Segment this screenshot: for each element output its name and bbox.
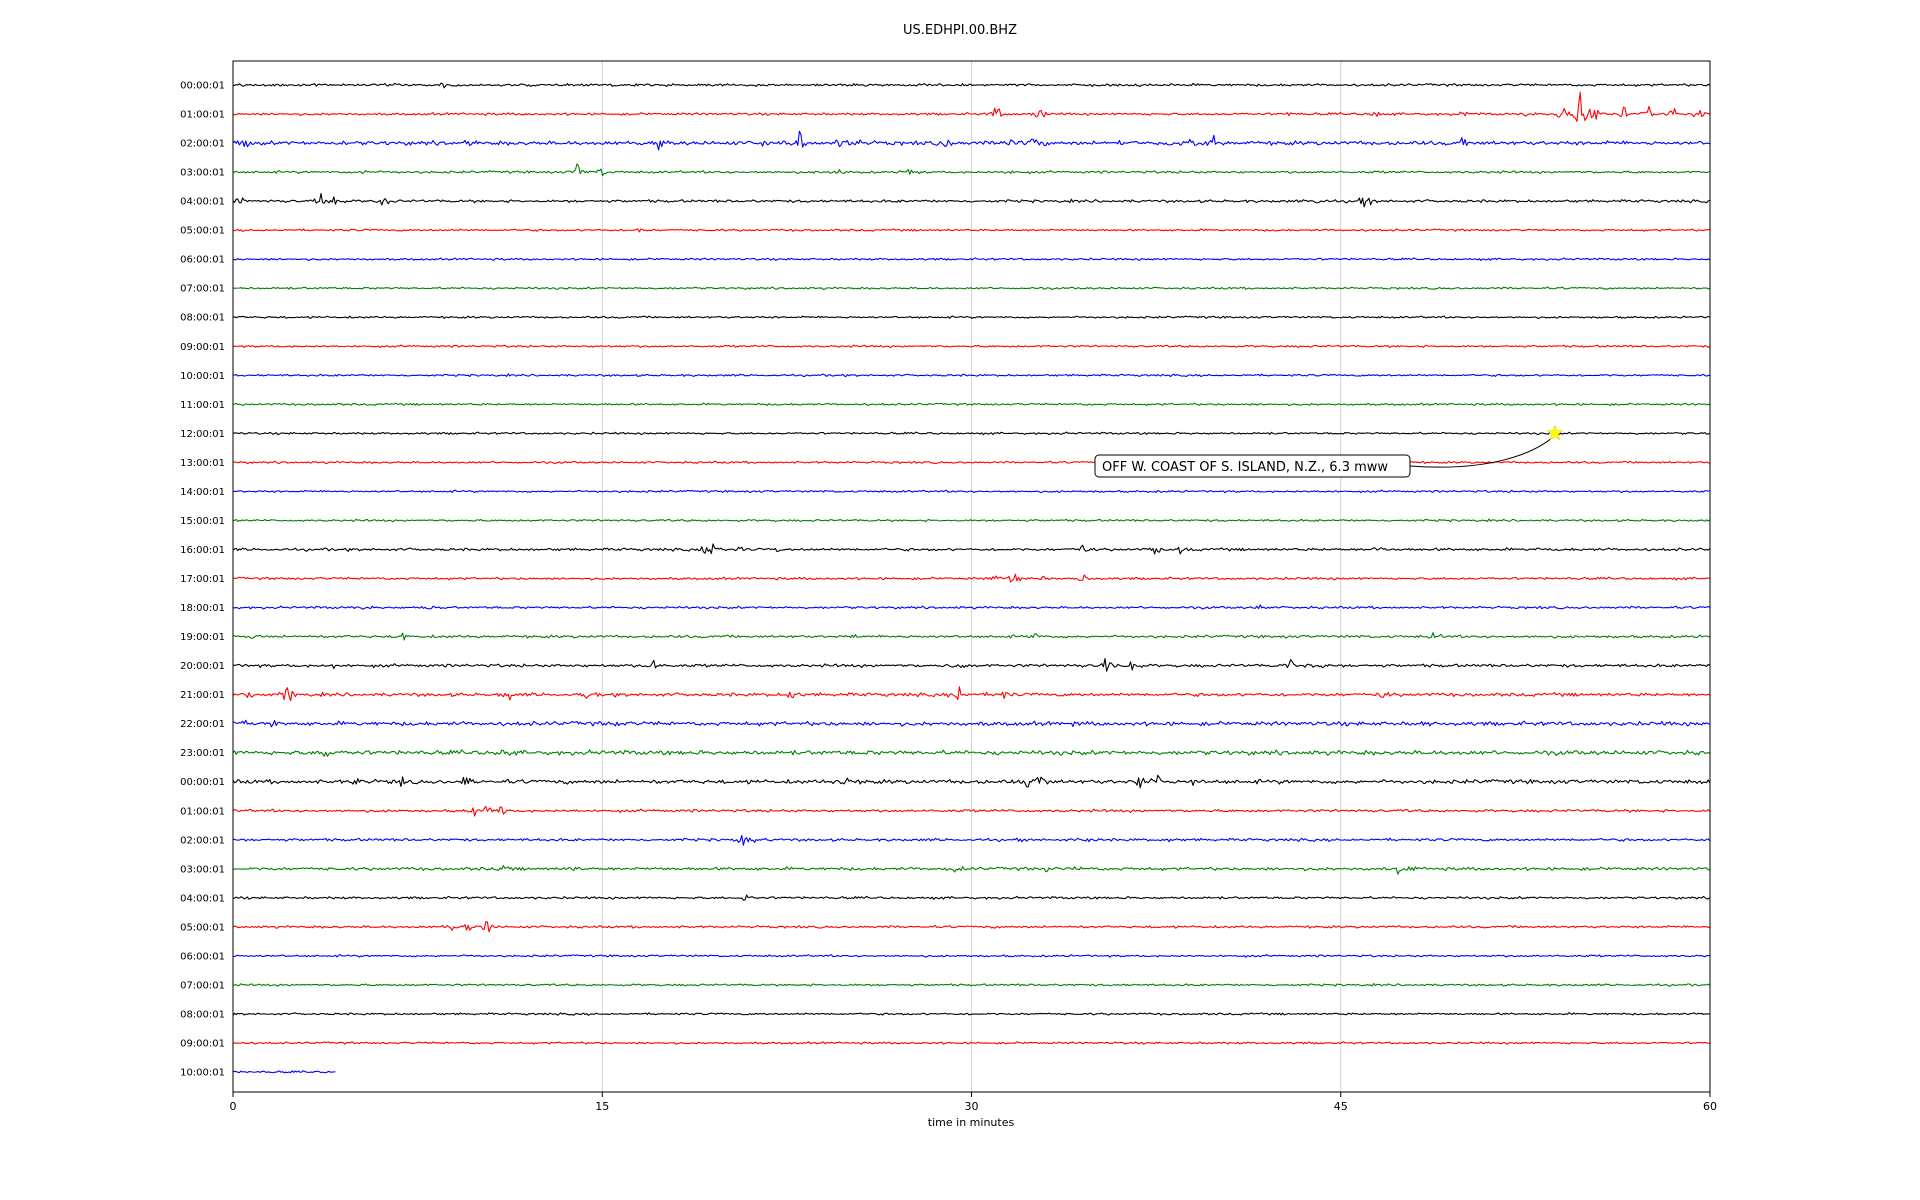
trace-row-17 (232, 573, 1710, 583)
grid-lines (601, 61, 1342, 1092)
trace-row-34 (232, 1070, 336, 1074)
trace-row-9 (232, 344, 1711, 349)
x-tick-label-15: 15 (595, 1100, 609, 1113)
row-label-19: 19:00:01 (180, 632, 225, 643)
trace-row-3 (232, 163, 1710, 177)
trace-row-2 (232, 130, 1710, 151)
trace-row-21 (232, 686, 1711, 702)
annotations: OFF W. COAST OF S. ISLAND, N.Z., 6.3 mww (1094, 424, 1564, 478)
trace-row-7 (232, 286, 1711, 291)
trace-row-32 (232, 1012, 1710, 1016)
trace-row-15 (232, 518, 1711, 523)
row-label-5: 05:00:01 (180, 226, 225, 237)
trace-row-24 (232, 774, 1711, 789)
row-label-11: 11:00:01 (180, 400, 225, 411)
row-label-25: 01:00:01 (180, 806, 225, 817)
x-axis-label: time in minutes (928, 1116, 1015, 1129)
row-label-20: 20:00:01 (180, 661, 225, 672)
trace-row-12 (232, 431, 1711, 436)
row-label-7: 07:00:01 (180, 284, 225, 295)
row-label-17: 17:00:01 (180, 574, 225, 585)
x-tick-label-60: 60 (1703, 1100, 1717, 1113)
row-label-27: 03:00:01 (180, 864, 225, 875)
row-label-32: 08:00:01 (180, 1009, 225, 1020)
row-label-24: 00:00:01 (180, 777, 225, 788)
row-label-29: 05:00:01 (180, 922, 225, 933)
row-label-4: 04:00:01 (180, 197, 225, 208)
trace-row-18 (232, 604, 1710, 610)
trace-row-26 (232, 834, 1711, 846)
row-label-8: 08:00:01 (180, 313, 225, 324)
trace-row-5 (232, 228, 1710, 233)
row-label-26: 02:00:01 (180, 835, 225, 846)
x-tick-label-30: 30 (965, 1100, 979, 1113)
trace-row-4 (232, 193, 1710, 208)
trace-row-25 (232, 805, 1711, 817)
row-label-28: 04:00:01 (180, 893, 225, 904)
row-labels: 00:00:01 01:00:01 02:00:01 03:00:01 04:00:01… (180, 81, 225, 1079)
row-label-2: 02:00:01 (180, 139, 225, 150)
trace-row-6 (232, 257, 1711, 262)
trace-row-28 (232, 894, 1711, 901)
row-label-30: 06:00:01 (180, 951, 225, 962)
trace-row-13 (232, 460, 1710, 465)
row-label-9: 09:00:01 (180, 342, 225, 353)
x-tick-label-45: 45 (1334, 1100, 1348, 1113)
trace-row-29 (232, 921, 1710, 933)
row-label-15: 15:00:01 (180, 516, 225, 527)
row-label-10: 10:00:01 (180, 371, 225, 382)
row-label-33: 09:00:01 (180, 1038, 225, 1049)
x-tick-label-0: 0 (230, 1100, 237, 1113)
trace-row-31 (232, 982, 1711, 987)
trace-row-20 (232, 658, 1711, 672)
x-axis-ticks: 0 15 30 45 60 (230, 1092, 1717, 1113)
trace-row-30 (232, 954, 1710, 958)
row-label-1: 01:00:01 (180, 110, 225, 121)
row-label-18: 18:00:01 (180, 603, 225, 614)
row-label-12: 12:00:01 (180, 429, 225, 440)
trace-row-19 (232, 632, 1710, 641)
annotation-text-0: OFF W. COAST OF S. ISLAND, N.Z., 6.3 mww (1102, 460, 1388, 475)
trace-row-33 (232, 1041, 1710, 1045)
row-label-3: 03:00:01 (180, 168, 225, 179)
row-label-31: 07:00:01 (180, 980, 225, 991)
traces (232, 82, 1711, 1074)
trace-row-16 (232, 543, 1711, 555)
row-label-21: 21:00:01 (180, 690, 225, 701)
annotation-connector-0 (1409, 434, 1556, 468)
trace-row-10 (232, 373, 1710, 378)
trace-row-11 (233, 402, 1710, 407)
chart-title: US.EDHPI.00.BHZ (903, 23, 1017, 38)
row-label-22: 22:00:01 (180, 719, 225, 730)
row-label-14: 14:00:01 (180, 487, 225, 498)
trace-row-8 (232, 315, 1710, 319)
row-label-0: 00:00:01 (180, 81, 225, 92)
row-label-16: 16:00:01 (180, 545, 225, 556)
row-label-13: 13:00:01 (180, 458, 225, 469)
row-label-34: 10:00:01 (180, 1068, 225, 1079)
trace-row-27 (232, 865, 1710, 875)
trace-row-14 (232, 489, 1710, 494)
annotation-box-0 (1094, 454, 1411, 478)
annotation-star-marker-0 (1546, 424, 1564, 441)
trace-row-23 (232, 749, 1710, 757)
row-label-23: 23:00:01 (180, 748, 225, 759)
trace-row-22 (232, 719, 1710, 728)
trace-row-1 (232, 91, 1711, 122)
row-label-6: 06:00:01 (180, 255, 225, 266)
trace-row-0 (232, 82, 1711, 89)
